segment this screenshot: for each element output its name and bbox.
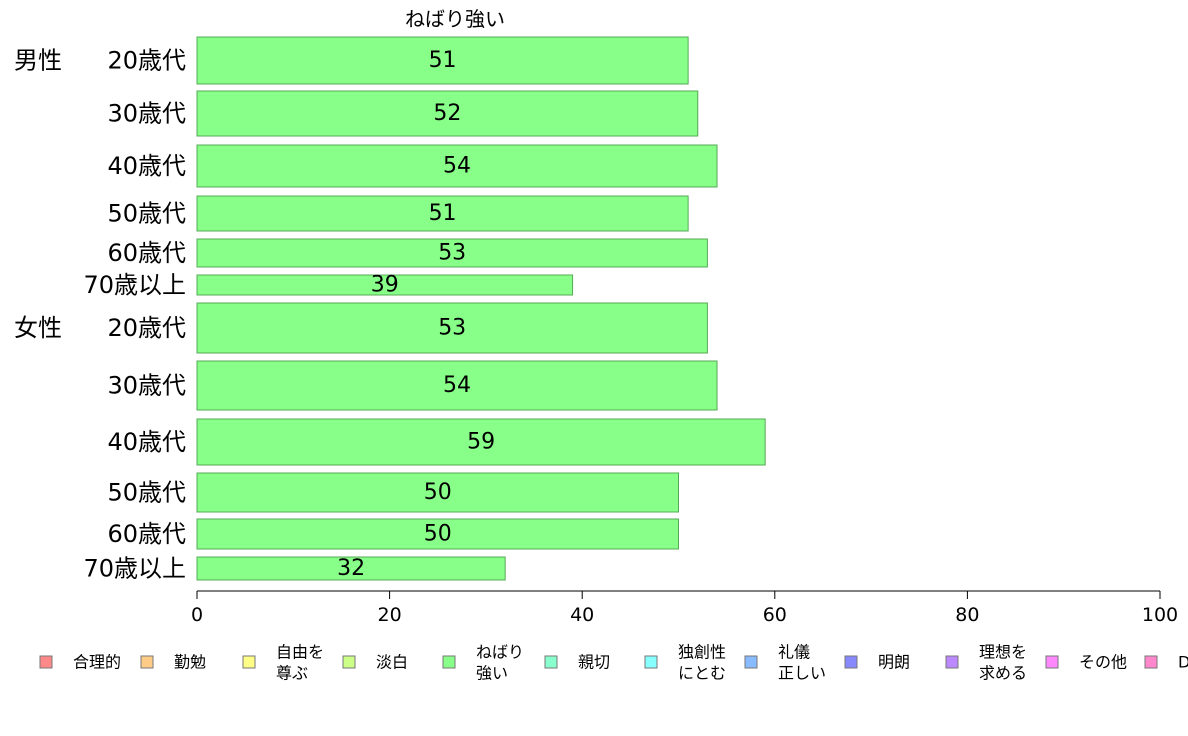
legend-label: 求める: [979, 664, 1027, 683]
x-tick-label: 0: [191, 604, 203, 626]
data-label: 50: [424, 480, 452, 505]
legend-swatch: [342, 655, 356, 669]
category-label: 40歳代: [107, 428, 186, 456]
labels-layer: 51 20歳代 男性 52 30歳代 54 40歳代 51 50歳代 53 60歳代 39 70歳以上 5…: [14, 47, 495, 583]
legend-label: 理想を: [979, 643, 1027, 662]
category-label: 60歳代: [107, 239, 186, 267]
data-label: 32: [337, 556, 365, 581]
bar: [196, 518, 679, 550]
category-label: 40歳代: [107, 152, 186, 180]
legend-label: 尊ぶ: [276, 664, 308, 683]
category-label: 30歳代: [107, 372, 186, 400]
bar: [196, 274, 574, 296]
group-label: 男性: [14, 47, 62, 75]
data-label: 59: [467, 430, 495, 455]
group-label: 女性: [14, 314, 62, 342]
legend-label: 独創性: [678, 643, 726, 662]
legend-swatch: [1144, 655, 1158, 669]
category-label: 70歳以上: [83, 555, 186, 583]
legend-swatch: [945, 655, 959, 669]
bar: [196, 472, 679, 513]
legend-label: ねばり: [476, 643, 524, 662]
bar: [196, 144, 718, 188]
legend-label: D: [1178, 653, 1188, 672]
category-label: 20歳代: [107, 314, 186, 342]
legend-swatch: [242, 655, 256, 669]
data-label: 50: [424, 522, 452, 547]
legend-label: 親切: [578, 653, 610, 672]
legend-swatch: [844, 655, 858, 669]
category-label: 50歳代: [107, 479, 186, 507]
legend-label: 礼儀: [778, 643, 810, 662]
bar: [196, 195, 689, 232]
data-label: 54: [443, 154, 471, 179]
legend-swatch: [140, 655, 154, 669]
chart-title: ねばり強い: [405, 7, 505, 31]
category-label: 30歳代: [107, 100, 186, 128]
data-label: 39: [371, 273, 399, 298]
data-label: 51: [429, 201, 457, 226]
bars-layer: [196, 36, 766, 581]
legend-label: にとむ: [678, 664, 726, 683]
data-label: 53: [438, 316, 466, 341]
legend-label: 正しい: [778, 664, 826, 683]
legend-label: 勤勉: [174, 653, 206, 672]
bar: [196, 418, 766, 466]
legend-swatch: [744, 655, 758, 669]
x-tick-label: 60: [763, 604, 787, 626]
bar: [196, 360, 718, 411]
bar: [196, 556, 506, 581]
x-tick-label: 80: [955, 604, 979, 626]
category-label: 70歳以上: [83, 271, 186, 299]
legend-label: 合理的: [73, 653, 121, 672]
bar: [196, 302, 708, 354]
category-label: 60歳代: [107, 520, 186, 548]
data-label: 53: [438, 241, 466, 266]
category-label: 20歳代: [107, 47, 186, 75]
legend-swatch: [39, 655, 53, 669]
legend-label: 明朗: [878, 653, 910, 672]
category-label: 50歳代: [107, 200, 186, 228]
bar: [196, 238, 708, 268]
legend-label: 自由を: [276, 643, 324, 662]
x-tick-label: 40: [570, 604, 594, 626]
x-tick-label: 100: [1142, 604, 1178, 626]
bar: [196, 36, 689, 85]
legend-label: 強い: [476, 664, 508, 683]
legend-label: その他: [1079, 653, 1127, 672]
bar: [196, 90, 699, 137]
legend-swatch: [442, 655, 456, 669]
data-label: 54: [443, 373, 471, 398]
legend-swatch: [1045, 655, 1059, 669]
legend-swatch: [644, 655, 658, 669]
legend-label: 淡白: [376, 653, 408, 672]
legend-swatch: [544, 655, 558, 669]
x-tick-label: 20: [378, 604, 402, 626]
data-label: 51: [429, 48, 457, 73]
x-axis: 0 20 40 60 80 100: [191, 590, 1178, 626]
data-label: 52: [433, 101, 461, 126]
